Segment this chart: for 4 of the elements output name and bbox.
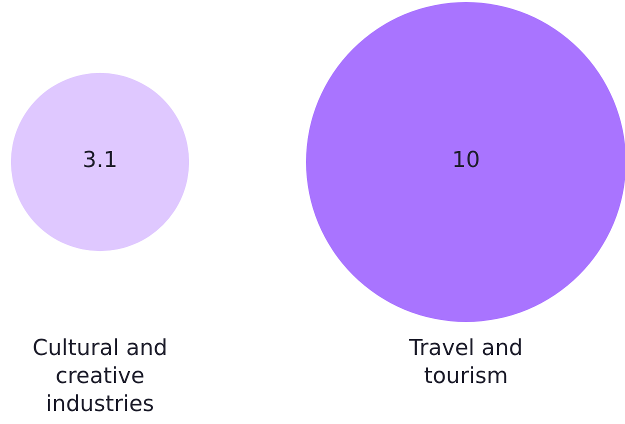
- data-label: 3.1: [82, 148, 118, 173]
- data-label: 10: [452, 148, 480, 173]
- category-label: Cultural and creative industries: [32, 336, 168, 417]
- category-label: Travel and tourism: [408, 336, 523, 389]
